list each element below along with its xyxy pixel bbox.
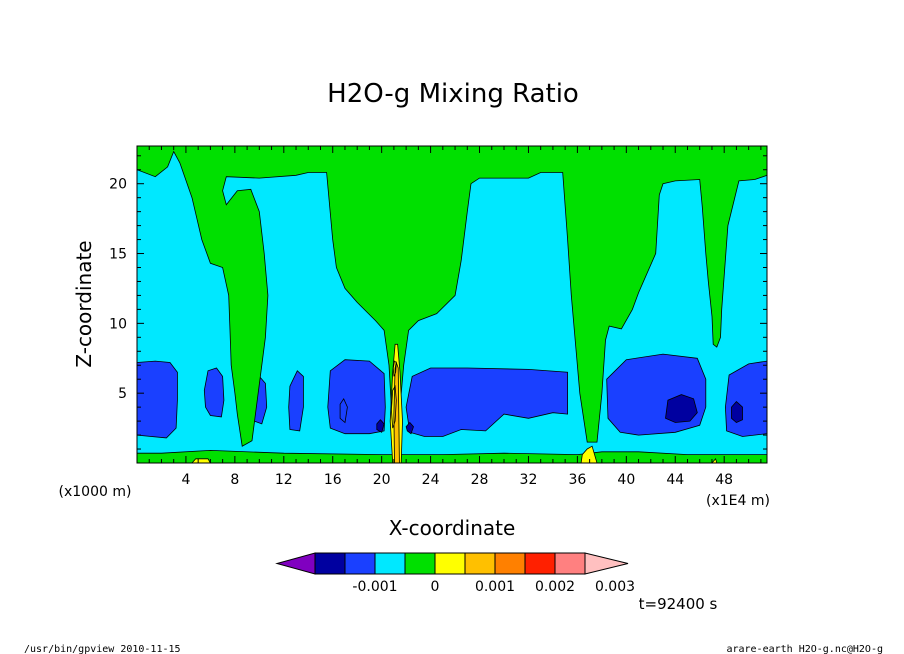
x-tick-label: 44 [666, 472, 684, 488]
colorbar-labels: -0.001 0 0.001 0.002 0.003 [352, 579, 635, 595]
colorbar-cell [434, 552, 466, 575]
contour-region [137, 360, 178, 439]
plot-area [136, 145, 768, 464]
contour-region [137, 449, 767, 463]
colorbar-label: 0.002 [535, 579, 575, 595]
contour-line [392, 360, 397, 377]
x-tick-label: 24 [422, 472, 440, 488]
y-tick-label: 15 [109, 247, 127, 263]
contour-region [731, 401, 743, 423]
x-tick-label: 48 [715, 472, 733, 488]
chart-title: H2O-g Mixing Ratio [327, 79, 579, 109]
colorbar-cell [374, 552, 406, 575]
x-tick-label: 12 [275, 472, 293, 488]
colorbar-cell [584, 552, 629, 575]
contour-region [376, 419, 385, 433]
x-axis: 4 8 12 16 20 24 28 32 36 40 44 48 [148, 146, 762, 488]
x-tick-label: 20 [373, 472, 391, 488]
colorbar-cell [404, 552, 436, 575]
contour-region [393, 361, 400, 463]
x-axis-title: X-coordinate [389, 516, 516, 540]
contour-regions [137, 146, 767, 463]
x-tick-label: 16 [324, 472, 342, 488]
colorbar-label: -0.001 [352, 579, 397, 595]
y-axis-title: Z-coordinate [72, 240, 96, 367]
colorbar [275, 552, 629, 575]
colorbar-cell [275, 552, 316, 575]
colorbar-label: 0.003 [595, 579, 635, 595]
x-tick-label: 36 [568, 472, 586, 488]
colorbar-cell [554, 552, 586, 575]
colorbar-cell [464, 552, 496, 575]
colorbar-cell [314, 552, 346, 575]
colorbar-cell [494, 552, 526, 575]
colorbar-label: 0 [431, 579, 440, 595]
footer-left: /usr/bin/gpview 2010-11-15 [24, 644, 181, 654]
contour-region [405, 367, 568, 437]
x-tick-label: 40 [617, 472, 635, 488]
y-tick-label: 10 [109, 316, 127, 332]
contour-line [390, 384, 397, 429]
contour-region [711, 457, 718, 463]
plot-frame [136, 145, 768, 464]
x-scale-note: (x1E4 m) [706, 493, 770, 509]
x-tick-label: 4 [181, 472, 190, 488]
colorbar-cell [524, 552, 556, 575]
y-tick-label: 20 [109, 177, 127, 193]
contour-region [606, 353, 707, 436]
contour-region [137, 146, 767, 450]
time-label: t=92400 s [639, 595, 718, 613]
contour-region [665, 394, 698, 423]
contour-region [191, 458, 211, 463]
contour-region [580, 445, 598, 463]
colorbar-cell [344, 552, 376, 575]
y-axis: 5 10 15 20 [109, 155, 767, 450]
contour-region [288, 370, 304, 432]
contour-region [203, 367, 225, 418]
contour-region [327, 359, 386, 435]
contour-region [405, 421, 414, 435]
footer-right: arare-earth_H2O-g.nc@H2O-g [726, 644, 883, 654]
contour-lines [390, 360, 397, 429]
colorbar-label: 0.001 [475, 579, 515, 595]
x-tick-label: 28 [471, 472, 489, 488]
x-tick-label: 8 [230, 472, 239, 488]
contour-region [339, 397, 348, 424]
x-unit-label: (x1000 m) [59, 484, 132, 500]
x-tick-label: 32 [520, 472, 538, 488]
y-tick-label: 5 [118, 386, 127, 402]
